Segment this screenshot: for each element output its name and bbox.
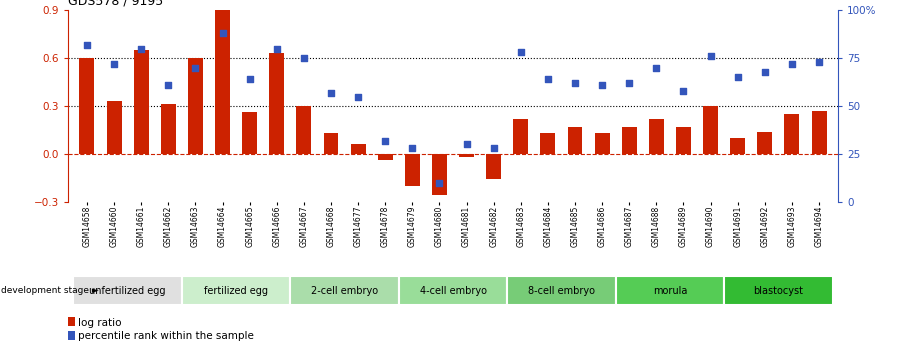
Point [323,90,338,96]
Bar [432,154,447,195]
Point [188,65,203,71]
Bar [514,119,528,154]
Bar [182,276,290,305]
Point [296,56,311,61]
Point [703,53,718,59]
Bar [567,127,583,154]
Text: log ratio: log ratio [78,318,121,327]
Text: 8-cell embryo: 8-cell embryo [528,286,595,296]
Bar [290,276,399,305]
Bar [703,106,718,154]
Bar [215,9,230,154]
Text: unfertilized egg: unfertilized egg [90,286,166,296]
Text: morula: morula [652,286,687,296]
Bar [649,119,664,154]
Bar [188,58,203,154]
Point [432,180,447,186]
Bar [487,154,501,179]
Point [107,61,121,67]
Point [730,75,745,80]
Bar [73,276,182,305]
Bar [730,138,745,154]
Bar [724,276,833,305]
Point [161,82,176,88]
Point [514,50,528,55]
Text: development stage ►: development stage ► [1,286,99,295]
Bar [757,132,772,154]
Bar [296,106,312,154]
Point [785,61,799,67]
Bar [616,276,724,305]
Bar [107,101,121,154]
Point [216,31,230,36]
Point [487,146,501,151]
Text: GDS578 / 9195: GDS578 / 9195 [68,0,163,8]
Point [595,82,610,88]
Bar [68,331,75,340]
Bar [507,276,616,305]
Point [243,77,257,82]
Bar [399,276,507,305]
Text: fertilized egg: fertilized egg [204,286,268,296]
Bar [785,114,799,154]
Bar [594,133,610,154]
Point [269,46,284,51]
Bar [323,133,339,154]
Point [541,77,555,82]
Point [622,80,637,86]
Point [649,65,663,71]
Text: 4-cell embryo: 4-cell embryo [419,286,487,296]
Point [351,94,365,99]
Point [676,88,690,93]
Bar [80,58,94,154]
Bar [812,111,826,154]
Bar [622,127,637,154]
Bar [541,133,555,154]
Bar [459,154,474,157]
Point [405,146,419,151]
Bar [242,112,257,154]
Bar [676,127,691,154]
Bar [134,50,149,154]
Bar [269,53,284,154]
Bar [351,145,365,154]
Point [757,69,772,75]
Bar [405,154,419,186]
Point [459,142,474,147]
Point [134,46,149,51]
Text: 2-cell embryo: 2-cell embryo [311,286,378,296]
Bar [68,317,75,326]
Bar [161,105,176,154]
Point [812,59,826,65]
Text: blastocyst: blastocyst [754,286,804,296]
Point [378,138,392,143]
Text: percentile rank within the sample: percentile rank within the sample [78,332,254,341]
Point [568,80,583,86]
Bar [378,154,392,160]
Point [80,42,94,48]
